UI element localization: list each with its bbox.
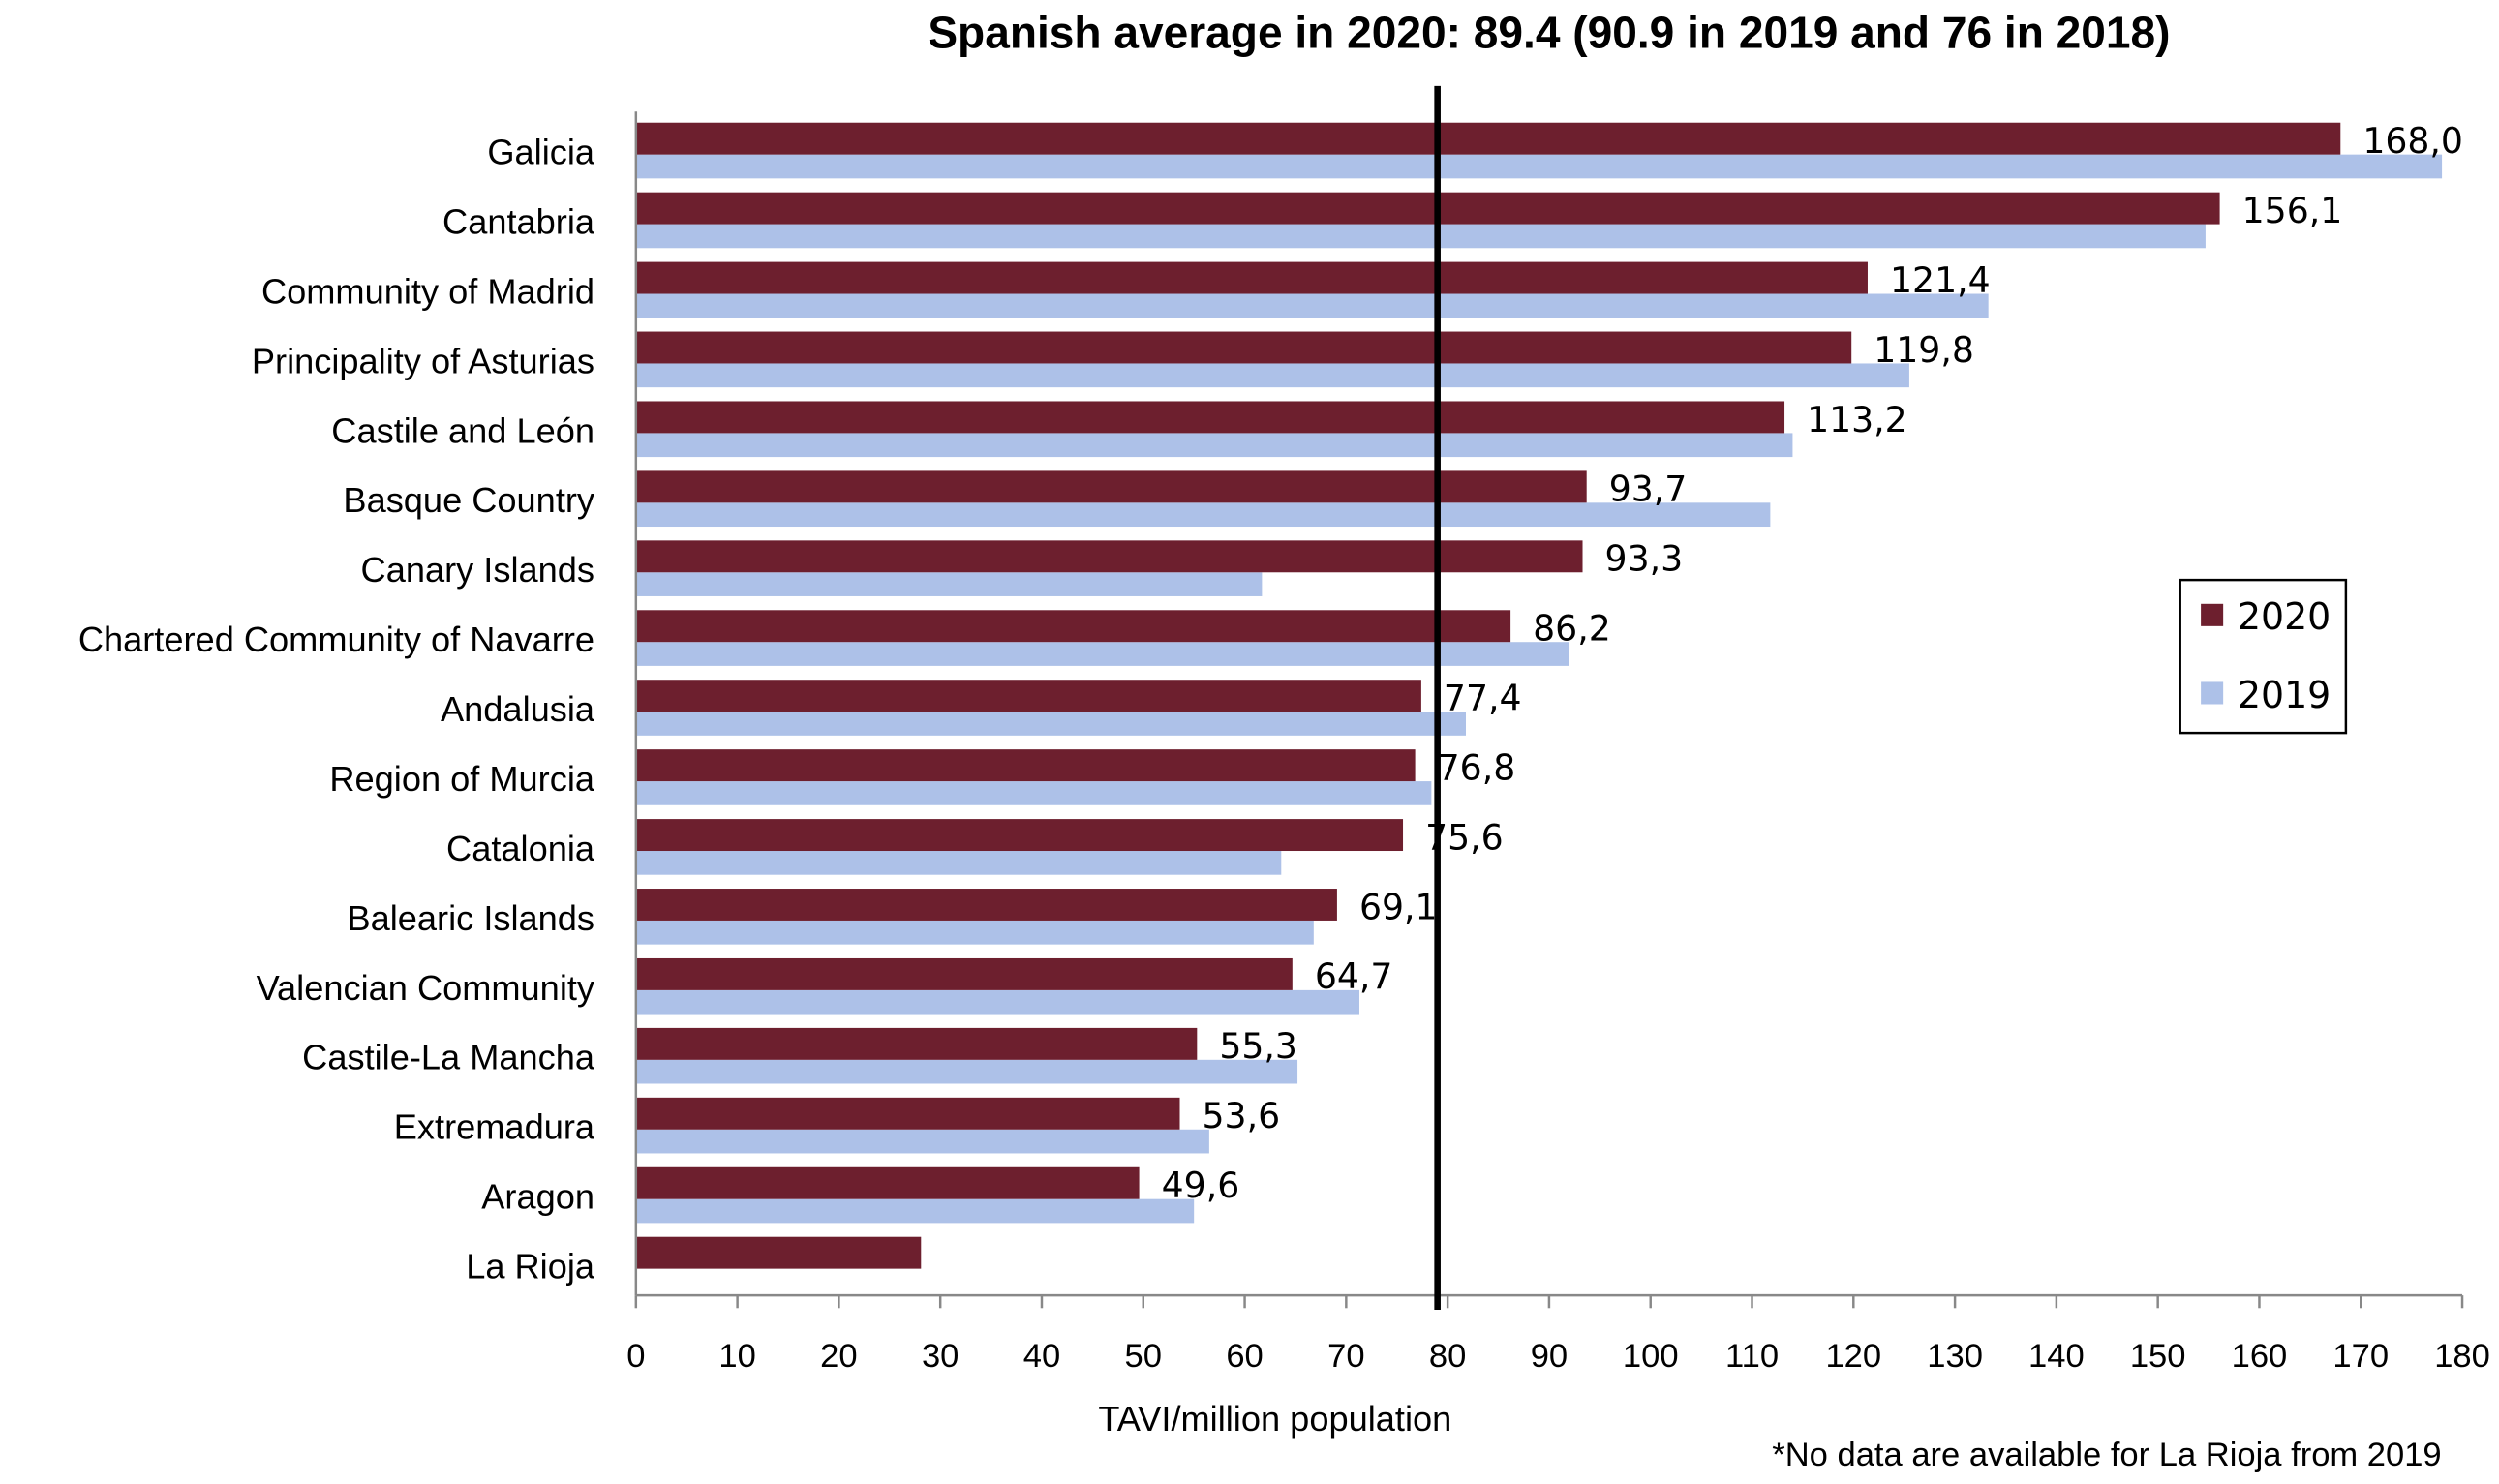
bar-2020 [635,889,1337,921]
legend-label-2020: 2020 [2238,595,2331,638]
bar-2019 [635,920,1314,945]
value-label-2020: 113,2 [1807,399,1907,440]
x-tick-label: 150 [2130,1338,2186,1375]
value-label-2020: 64,7 [1315,955,1393,997]
category-label: Basque Country [343,480,595,520]
x-tick-label: 100 [1623,1338,1679,1375]
value-label-2020: 93,3 [1605,538,1684,580]
bars-group: 168,0 156,1 121,4 119,8 113,2 93,7 93,3 86,2 77,… [635,120,2463,1269]
value-label-2020: 168,0 [2362,120,2463,162]
bar-2019 [635,712,1467,736]
bar-2019 [635,224,2206,249]
x-tick-label: 60 [1226,1338,1263,1375]
x-tick-label: 140 [2028,1338,2085,1375]
chart-title: Spanish average in 2020: 89.4 (90.9 in 2… [928,7,2170,57]
category-label: Canary Islands [361,550,594,590]
value-label-2020: 156,1 [2242,190,2343,231]
x-tick-label: 170 [2332,1338,2389,1375]
bar-2020 [635,1027,1198,1060]
bar-2020 [635,957,1293,990]
bar-2019 [635,293,1989,318]
category-label: Region of Murcia [329,759,595,799]
x-tick-label: 120 [1825,1338,1881,1375]
x-tick-label: 0 [626,1338,645,1375]
value-label-2020: 49,6 [1162,1165,1240,1206]
category-label: Community of Madrid [261,271,594,311]
bar-2020 [635,122,2341,155]
x-tick-label: 30 [922,1338,959,1375]
x-tick-label: 130 [1927,1338,1983,1375]
bar-2020 [635,401,1785,434]
bar-2019 [635,1198,1195,1224]
bar-2020 [635,819,1404,852]
bar-2020 [635,680,1421,712]
x-tick-label: 80 [1429,1338,1466,1375]
x-tick-label: 70 [1327,1338,1364,1375]
bar-2020 [635,610,1511,643]
bar-2019 [635,642,1569,666]
category-label: Catalonia [446,829,595,868]
x-tick-label: 50 [1125,1338,1162,1375]
bar-2020 [635,540,1583,573]
value-label-2020: 76,8 [1438,746,1516,788]
x-axis: 0 10 20 30 40 50 60 70 80 90 100 110 120 130 140 150 160… [626,111,2490,1375]
x-tick-label: 40 [1023,1338,1060,1375]
bar-2020 [635,192,2220,225]
x-tick-label: 10 [718,1338,755,1375]
legend-swatch-2019 [2201,681,2224,705]
x-axis-title: TAVI/million population [1098,1399,1451,1439]
category-label: Chartered Community of Navarre [78,620,594,659]
value-label-2020: 93,7 [1609,469,1688,510]
bar-2019 [635,572,1263,596]
bar-2019 [635,781,1432,805]
bar-2019 [635,989,1359,1015]
category-label: Castile and León [331,410,594,450]
bar-2019 [635,1059,1298,1084]
value-label-2020: 69,1 [1359,886,1438,927]
legend-label-2019: 2019 [2238,674,2331,716]
legend: 2020 2019 [2179,578,2348,735]
x-tick-label: 110 [1725,1338,1779,1375]
value-label-2020: 121,4 [1890,259,1991,301]
value-label-2020: 55,3 [1219,1025,1297,1067]
category-label: Principality of Asturias [252,341,594,380]
category-label: Galicia [487,133,595,172]
value-label-2020: 119,8 [1874,329,1974,371]
value-label-2020: 77,4 [1444,677,1522,718]
category-labels: Galicia Cantabria Community of Madrid Princ… [78,133,595,1287]
bar-2019 [635,1129,1209,1154]
category-label: La Rioja [466,1247,595,1287]
bar-2020 [635,1236,922,1269]
category-label: Andalusia [441,689,595,729]
x-tick-label: 180 [2434,1338,2490,1375]
category-label: Balearic Islands [347,898,594,938]
bar-2019 [635,433,1793,458]
bar-2020 [635,1097,1180,1130]
category-label: Aragon [481,1177,594,1217]
category-label: Valencian Community [257,968,595,1008]
value-label-2020: 53,6 [1203,1095,1281,1136]
bar-2020 [635,1166,1140,1199]
category-label: Castile-La Mancha [302,1038,595,1077]
bar-2020 [635,749,1416,782]
x-tick-label: 20 [820,1338,857,1375]
bar-2019 [635,154,2443,179]
bar-2020 [635,261,1868,294]
legend-swatch-2020 [2201,603,2224,626]
bar-2019 [635,363,1909,388]
bar-2020 [635,470,1587,503]
footnote: *No data are available for La Rioja from… [1772,1437,2441,1473]
bar-2019 [635,851,1282,875]
x-tick-label: 160 [2232,1338,2288,1375]
category-label: Extremadura [394,1107,595,1147]
bar-2020 [635,331,1852,364]
category-label: Cantabria [442,201,595,241]
x-tick-label: 90 [1531,1338,1568,1375]
bar-2019 [635,502,1771,528]
value-label-2020: 86,2 [1533,608,1611,650]
